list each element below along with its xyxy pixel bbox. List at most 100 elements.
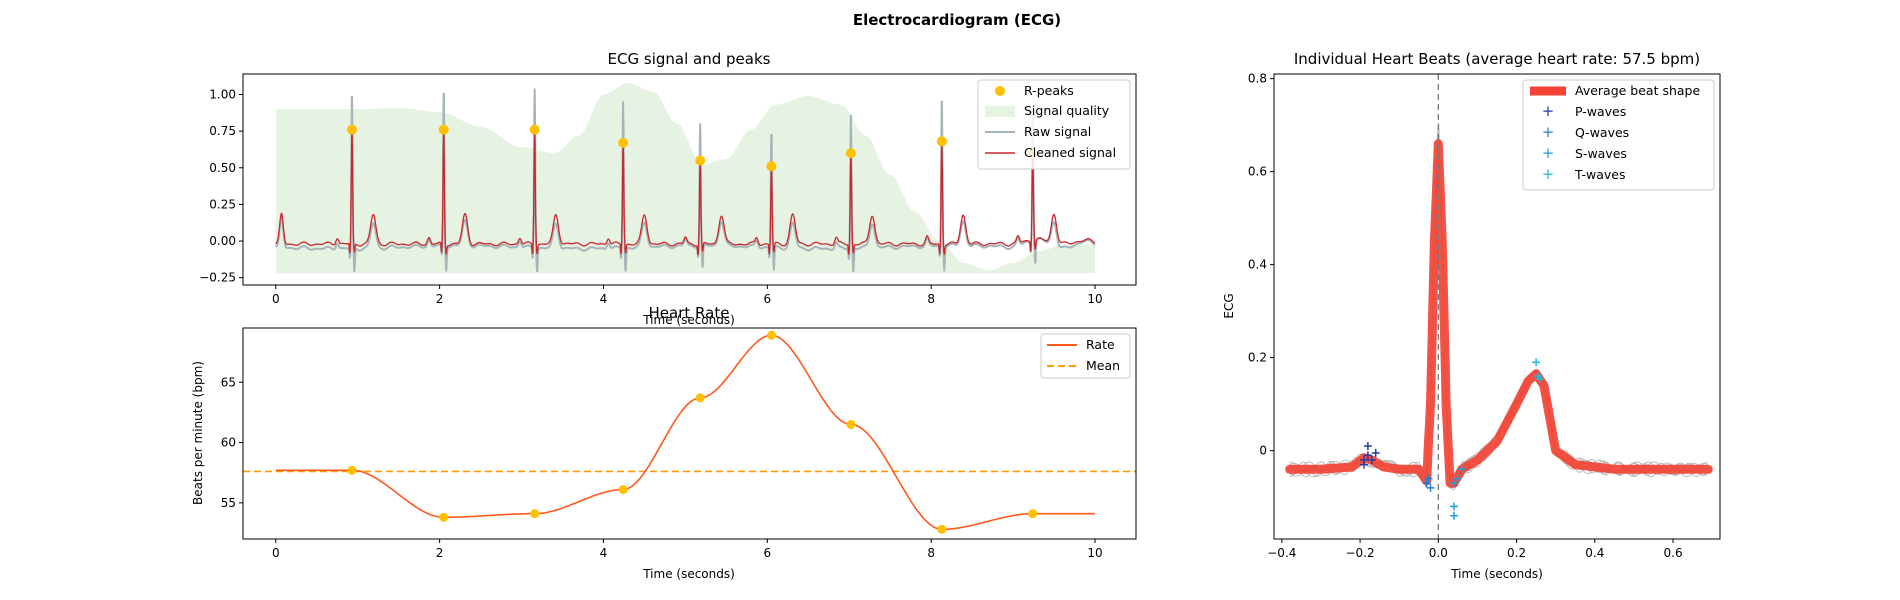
r-peak-marker	[936, 136, 947, 147]
q-wave-marker	[1424, 474, 1433, 483]
rate-point	[937, 524, 947, 534]
s-wave-marker	[1449, 502, 1458, 511]
cleaned-signal-line	[275, 130, 1096, 256]
ecg-signal-frame	[242, 73, 1137, 286]
rate-point	[618, 485, 628, 495]
x-tick-label: 8	[927, 546, 935, 560]
x-tick-label: 0.4	[1585, 546, 1604, 560]
legend-raw-signal-label: Raw signal	[1024, 124, 1091, 139]
r-peak-marker	[845, 148, 856, 159]
heart-rate-legend: Rate Mean	[1040, 333, 1131, 379]
y-tick-label: 0	[1259, 444, 1267, 458]
ecg-signal-title: ECG signal and peaks	[608, 50, 771, 68]
y-tick-label: 1.00	[209, 88, 236, 102]
individual-beat-line	[1289, 140, 1708, 480]
heart-rate-ylabel: Beats per minute (bpm)	[191, 361, 205, 505]
ecg-signal-x-ticks: 0 2 4 6 8 10	[272, 285, 1103, 306]
signal-quality-band	[275, 82, 1095, 274]
heart-rate-xlabel: Time (seconds)	[642, 567, 735, 581]
p-wave-marker	[1363, 451, 1372, 460]
y-tick-label: 0.75	[209, 124, 236, 138]
heart-beats-legend-box	[1522, 79, 1715, 191]
legend-signal-quality-label: Signal quality	[1024, 103, 1110, 118]
legend-mean-label: Mean	[1086, 358, 1120, 373]
legend-r-peaks-label: R-peaks	[1024, 83, 1074, 98]
x-tick-label: 0	[272, 292, 280, 306]
x-tick-label: 4	[600, 292, 608, 306]
wave-markers-layer	[1359, 358, 1545, 520]
y-tick-label: 65	[221, 375, 236, 389]
x-tick-label: 0.2	[1507, 546, 1526, 560]
x-tick-label: 0.0	[1429, 546, 1448, 560]
legend-s-waves-label: S-waves	[1575, 146, 1627, 161]
legend-t-waves-marker: +	[1542, 165, 1555, 183]
r-peak-marker	[438, 124, 449, 135]
y-tick-label: 0.4	[1248, 258, 1267, 272]
heart-beats-title: Individual Heart Beats (average heart ra…	[1294, 50, 1700, 68]
ecg-signal-xlabel: Time (seconds)	[642, 313, 735, 327]
heart-rate-title: Heart Rate	[649, 304, 730, 322]
heart-beats-legend: Average beat shape + P-waves + Q-waves +…	[1522, 79, 1715, 191]
x-tick-label: 0.6	[1664, 546, 1683, 560]
x-tick-label: 6	[764, 292, 772, 306]
y-tick-label: 0.50	[209, 161, 236, 175]
y-tick-label: 60	[221, 436, 236, 450]
average-beat-line	[1285, 139, 1713, 488]
heart-beats-x-ticks: −0.4 −0.2 0.0 0.2 0.4 0.6	[1267, 539, 1683, 560]
heart-rate-frame	[242, 327, 1137, 540]
s-wave-marker	[1457, 465, 1466, 474]
rate-point	[766, 330, 776, 340]
raw-signal-line	[275, 88, 1096, 273]
s-wave-marker	[1453, 474, 1462, 483]
x-tick-label: 8	[927, 292, 935, 306]
y-tick-label: 0.25	[209, 197, 236, 211]
legend-signal-quality-swatch	[985, 106, 1015, 117]
legend-rate-label: Rate	[1086, 337, 1115, 352]
legend-r-peaks-marker	[995, 86, 1005, 96]
rate-line-layer	[275, 334, 1095, 531]
y-tick-label: 0.8	[1248, 72, 1267, 86]
y-tick-label: 55	[221, 496, 236, 510]
legend-cleaned-signal-label: Cleaned signal	[1024, 145, 1116, 160]
p-wave-marker	[1367, 455, 1376, 464]
x-tick-label: 0	[272, 546, 280, 560]
rate-point	[695, 393, 705, 403]
x-tick-label: 4	[600, 546, 608, 560]
y-tick-label: 0.00	[209, 234, 236, 248]
x-tick-label: 6	[764, 546, 772, 560]
legend-s-waves-marker: +	[1542, 144, 1555, 162]
heart-beats-frame	[1273, 73, 1721, 540]
rate-point	[347, 465, 357, 475]
q-wave-marker	[1422, 479, 1431, 488]
t-wave-marker	[1532, 358, 1541, 367]
rate-point	[530, 509, 540, 519]
raw-signal-layer	[275, 88, 1096, 273]
heart-rate-x-ticks: 0 2 4 6 8 10	[272, 539, 1103, 560]
x-tick-label: −0.4	[1267, 546, 1296, 560]
legend-q-waves-label: Q-waves	[1575, 125, 1629, 140]
signal-quality-layer	[275, 82, 1095, 274]
x-tick-label: 2	[436, 292, 444, 306]
r-peak-marker	[346, 124, 357, 135]
r-peak-marker	[766, 161, 777, 172]
rate-point	[846, 419, 856, 429]
r-peak-marker	[618, 137, 629, 148]
rate-line	[275, 334, 1095, 531]
ecg-signal-y-ticks: −0.25 0.00 0.25 0.50 0.75 1.00	[199, 88, 243, 285]
y-tick-label: 0.2	[1248, 351, 1267, 365]
p-wave-marker	[1359, 455, 1368, 464]
ecg-signal-legend: R-peaks Signal quality Raw signal Cleane…	[977, 79, 1131, 170]
legend-p-waves-label: P-waves	[1575, 104, 1626, 119]
t-wave-marker	[1536, 374, 1545, 383]
heart-beats-xlabel: Time (seconds)	[1450, 567, 1543, 581]
cleaned-signal-layer	[275, 130, 1096, 256]
ecg-signal-legend-box	[977, 79, 1131, 170]
rate-point	[1028, 509, 1038, 519]
x-tick-label: 10	[1087, 292, 1102, 306]
y-tick-label: 0.6	[1248, 165, 1267, 179]
p-wave-marker	[1371, 448, 1380, 457]
r-peak-marker	[529, 124, 540, 135]
x-tick-label: −0.2	[1345, 546, 1374, 560]
p-wave-marker	[1363, 442, 1372, 450]
